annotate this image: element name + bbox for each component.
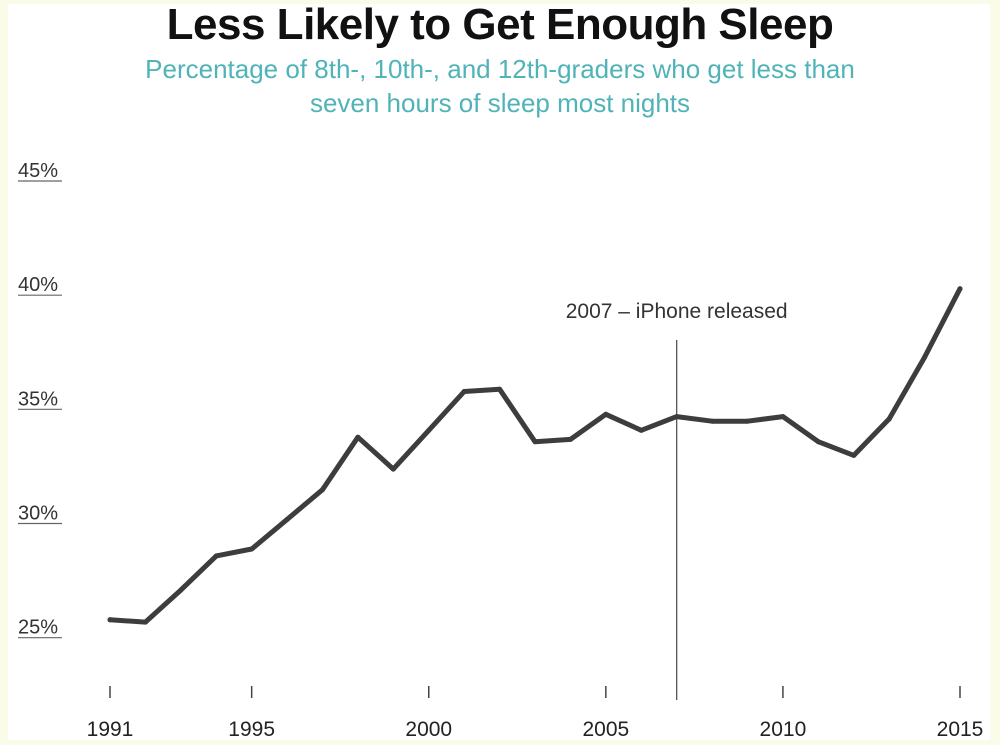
annotation-label: 2007 – iPhone released	[566, 300, 788, 323]
x-tick-label: 2005	[582, 718, 629, 741]
y-tick-label: 25%	[18, 617, 58, 639]
data-point	[567, 436, 573, 442]
x-tick-label: 2000	[405, 718, 452, 741]
data-point	[320, 487, 325, 493]
data-point	[603, 411, 609, 417]
data-point	[674, 414, 680, 420]
series-group	[107, 286, 963, 625]
x-tick-label: 1991	[87, 718, 134, 741]
data-point	[957, 286, 963, 292]
x-tick-label: 1995	[228, 718, 275, 741]
annotations: 2007 – iPhone released	[566, 300, 788, 700]
data-point	[815, 439, 821, 445]
chart-subtitle: Percentage of 8th-, 10th-, and 12th-grad…	[145, 54, 855, 118]
data-point	[284, 516, 290, 522]
chart-panel	[8, 4, 990, 740]
x-tick-label: 2010	[760, 718, 807, 741]
y-tick-label: 35%	[18, 388, 58, 410]
x-axis-ticks: 1991 1995 2000 2005 2010 2015	[87, 686, 984, 741]
y-tick-label: 45%	[18, 160, 58, 182]
data-point	[780, 414, 786, 420]
data-point	[497, 386, 503, 392]
chart-title: Less Likely to Get Enough Sleep	[166, 0, 834, 49]
data-point	[355, 434, 361, 440]
data-point	[249, 546, 255, 552]
data-point	[851, 452, 857, 458]
x-tick-label: 2015	[937, 718, 984, 741]
series-line	[107, 286, 963, 625]
data-point	[390, 466, 396, 472]
data-point	[178, 587, 184, 593]
y-tick-label: 30%	[18, 503, 58, 525]
data-point	[709, 418, 715, 424]
y-tick-label: 40%	[18, 274, 58, 296]
data-point	[461, 389, 467, 394]
data-point	[107, 617, 113, 623]
data-point	[745, 418, 750, 424]
y-axis-ticks: 25% 30% 35% 40% 45%	[18, 160, 62, 639]
data-point	[142, 619, 148, 625]
data-point	[638, 427, 644, 433]
data-point	[532, 439, 538, 445]
data-point	[886, 416, 892, 422]
data-point	[213, 553, 219, 559]
data-point	[426, 427, 432, 433]
data-point	[922, 354, 928, 360]
